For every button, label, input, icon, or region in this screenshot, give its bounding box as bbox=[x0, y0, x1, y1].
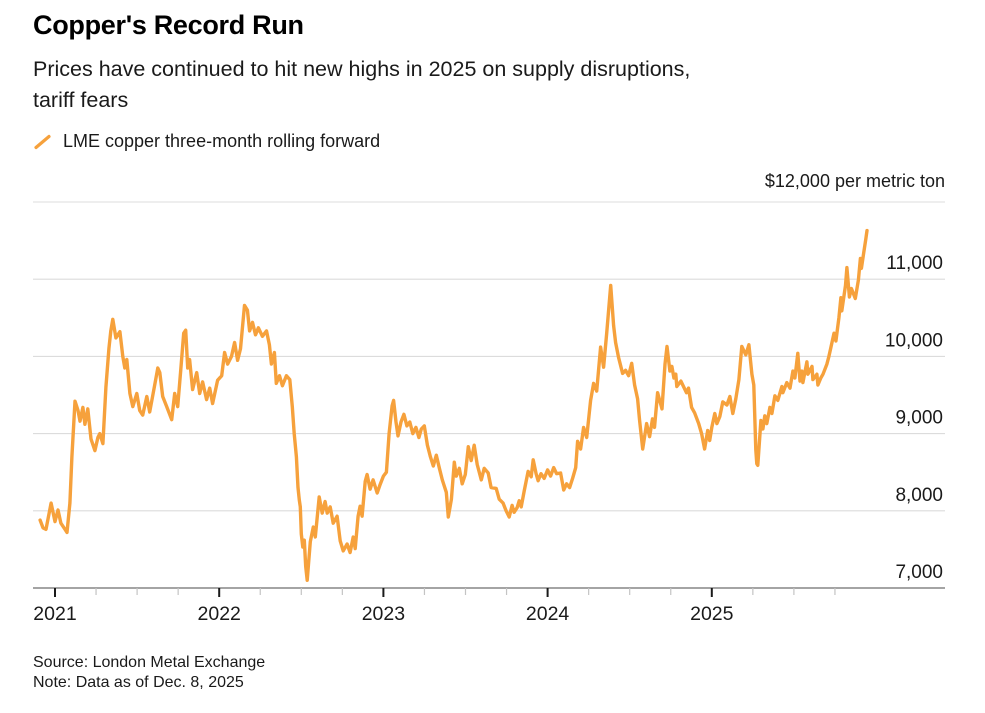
y-tick-label: 11,000 bbox=[886, 253, 943, 274]
price-line bbox=[38, 228, 869, 582]
y-tick-label: 8,000 bbox=[895, 485, 943, 506]
y-tick-label: 9,000 bbox=[895, 408, 943, 429]
x-tick-label: 2022 bbox=[198, 603, 241, 625]
x-tick-label: 2021 bbox=[33, 603, 76, 625]
source-note: Source: London Metal Exchange Note: Data… bbox=[33, 653, 265, 692]
y-axis-unit-label: $12,000 per metric ton bbox=[764, 171, 945, 191]
chart-subtitle: Prices have continued to hit new highs i… bbox=[33, 57, 691, 112]
orange-slash-icon bbox=[34, 134, 51, 149]
y-tick-label: 10,000 bbox=[885, 330, 943, 351]
x-tick-label: 2023 bbox=[362, 603, 405, 625]
x-tick-label: 2024 bbox=[526, 603, 570, 625]
page-title: Copper's Record Run bbox=[33, 10, 304, 40]
legend-label: LME copper three-month rolling forward bbox=[63, 131, 381, 151]
x-tick-label: 2025 bbox=[690, 603, 734, 625]
y-tick-label: 7,000 bbox=[895, 562, 943, 583]
legend: LME copper three-month rolling forward bbox=[33, 131, 380, 152]
note-line: Note: Data as of Dec. 8, 2025 bbox=[33, 673, 244, 691]
source-line: Source: London Metal Exchange bbox=[33, 654, 266, 671]
